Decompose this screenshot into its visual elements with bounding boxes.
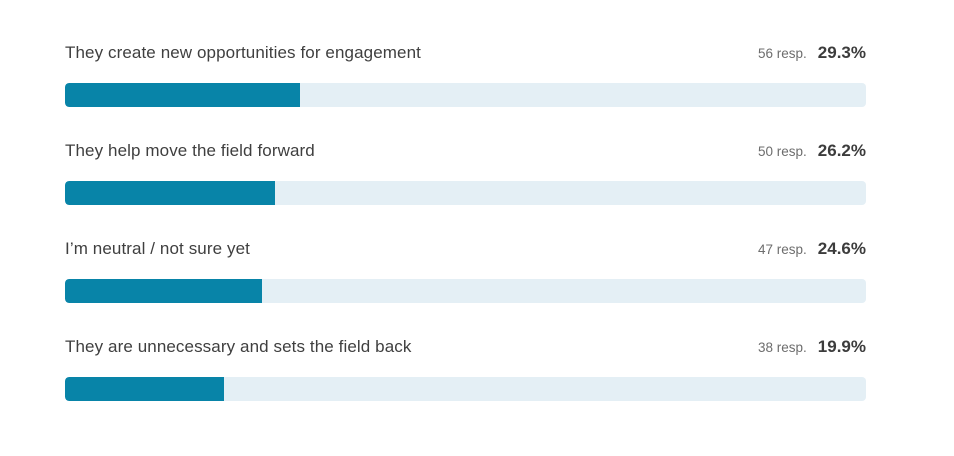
survey-option-row: They help move the field forward 50 resp…: [65, 138, 866, 205]
percentage-value: 24.6%: [817, 239, 866, 258]
percentage-value: 29.3%: [817, 43, 866, 62]
row-header: They help move the field forward 50 resp…: [65, 138, 866, 165]
bar-fill: [65, 181, 275, 205]
row-values: 38 resp. 19.9%: [758, 334, 866, 361]
bar-chart: They create new opportunities for engage…: [65, 40, 866, 432]
survey-option-row: They create new opportunities for engage…: [65, 40, 866, 107]
response-count: 38 resp.: [758, 340, 807, 355]
option-label: They create new opportunities for engage…: [65, 43, 421, 62]
row-header: They are unnecessary and sets the field …: [65, 334, 866, 361]
response-count: 50 resp.: [758, 144, 807, 159]
option-label: They help move the field forward: [65, 141, 315, 160]
row-header: They create new opportunities for engage…: [65, 40, 866, 67]
percentage-value: 26.2%: [817, 141, 866, 160]
response-count: 56 resp.: [758, 46, 807, 61]
option-label: I’m neutral / not sure yet: [65, 239, 250, 258]
row-values: 47 resp. 24.6%: [758, 236, 866, 263]
bar-track: [65, 279, 866, 303]
bar-track: [65, 181, 866, 205]
row-header: I’m neutral / not sure yet 47 resp. 24.6…: [65, 236, 866, 263]
row-values: 50 resp. 26.2%: [758, 138, 866, 165]
response-count: 47 resp.: [758, 242, 807, 257]
survey-option-row: I’m neutral / not sure yet 47 resp. 24.6…: [65, 236, 866, 303]
option-label: They are unnecessary and sets the field …: [65, 337, 412, 356]
survey-option-row: They are unnecessary and sets the field …: [65, 334, 866, 401]
bar-track: [65, 83, 866, 107]
percentage-value: 19.9%: [817, 337, 866, 356]
bar-track: [65, 377, 866, 401]
bar-fill: [65, 83, 300, 107]
bar-fill: [65, 279, 263, 303]
bar-fill: [65, 377, 225, 401]
row-values: 56 resp. 29.3%: [758, 40, 866, 67]
